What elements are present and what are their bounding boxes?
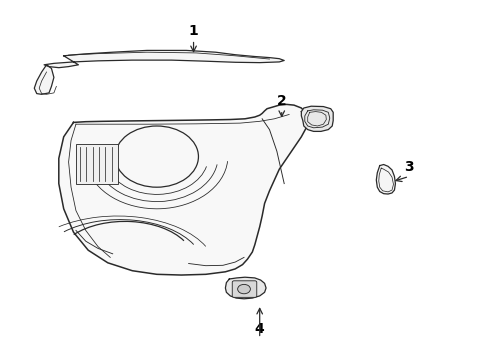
Polygon shape: [301, 106, 333, 131]
Circle shape: [238, 284, 250, 294]
FancyBboxPatch shape: [76, 144, 118, 184]
Text: 2: 2: [277, 94, 287, 108]
Polygon shape: [59, 104, 309, 275]
Polygon shape: [44, 50, 284, 68]
Text: 1: 1: [189, 24, 198, 37]
Polygon shape: [376, 165, 395, 194]
Polygon shape: [34, 65, 54, 94]
Text: 4: 4: [255, 323, 265, 336]
Text: 3: 3: [404, 161, 414, 174]
FancyBboxPatch shape: [232, 281, 257, 297]
Polygon shape: [225, 277, 266, 299]
